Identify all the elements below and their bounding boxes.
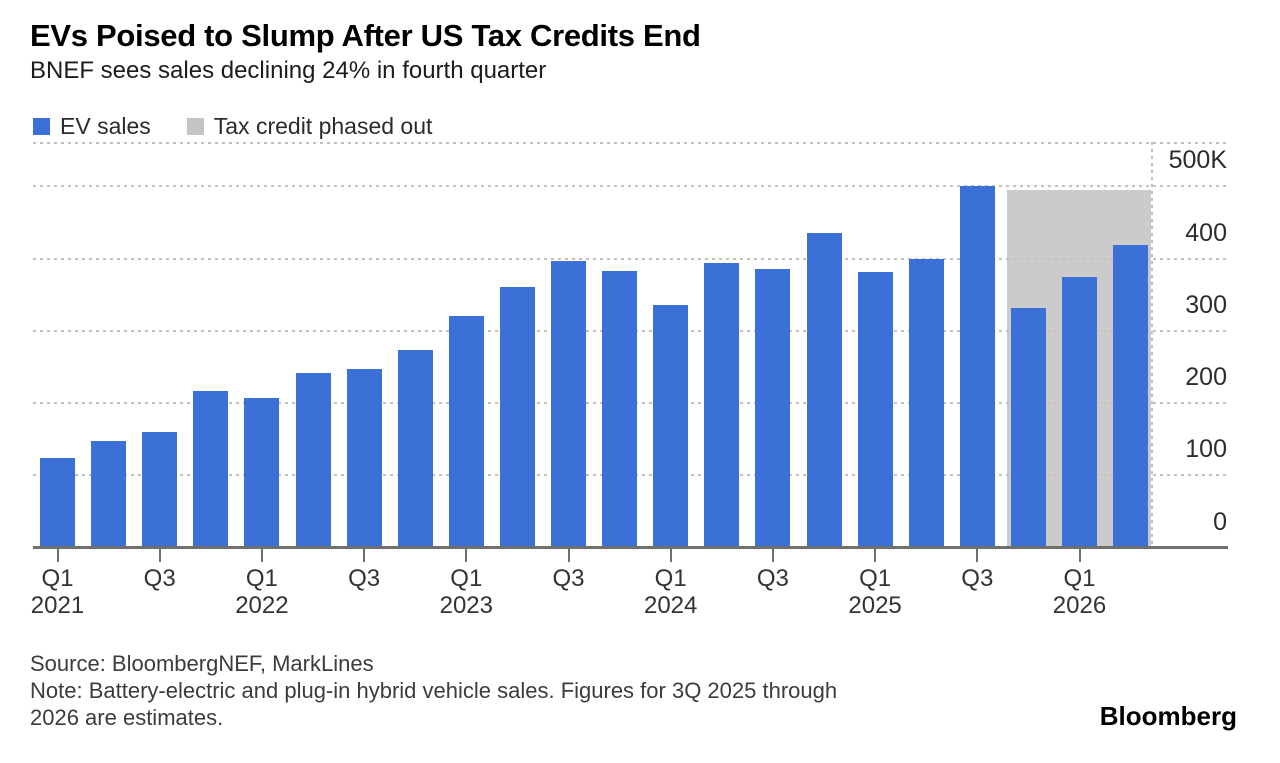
x-label-quarter-Q3: Q3 xyxy=(143,565,176,592)
chart-title: EVs Poised to Slump After US Tax Credits… xyxy=(30,18,701,53)
bar-Q3-2023 xyxy=(551,261,586,548)
x-label-quarter-Q1-2021: Q1 xyxy=(41,565,74,592)
x-label-year-2022: 2022 xyxy=(235,592,289,619)
x-tick-Q3 xyxy=(976,549,979,562)
bar-Q1-2025 xyxy=(857,271,893,548)
bar-Q2-2026 xyxy=(1113,244,1149,548)
legend-item-tax-credit: Tax credit phased out xyxy=(186,113,433,140)
x-tick-Q1-2024 xyxy=(669,549,672,562)
bar-Q2-2024 xyxy=(704,262,740,548)
x-label-quarter-Q3: Q3 xyxy=(348,565,381,592)
note-text-line1: Note: Battery-electric and plug-in hybri… xyxy=(30,678,838,703)
legend-swatch-tax-credit-icon xyxy=(186,118,204,135)
legend: EV sales Tax credit phased out xyxy=(33,113,432,140)
x-label-year-2025: 2025 xyxy=(848,592,902,619)
bar-Q2-2022 xyxy=(295,372,331,548)
x-label-quarter-Q1-2026: Q1 xyxy=(1063,565,1096,592)
bar-Q4-2023 xyxy=(602,270,638,548)
y-axis-label-300: 300 xyxy=(1185,290,1227,319)
bar-Q3-2022 xyxy=(346,369,382,548)
y-axis-label-200: 200 xyxy=(1185,363,1227,392)
y-axis-label-0: 0 xyxy=(1213,507,1227,536)
bar-Q3-2025 xyxy=(959,186,995,548)
x-tick-Q1-2022 xyxy=(260,549,263,562)
x-label-quarter-Q1-2024: Q1 xyxy=(654,565,687,592)
x-label-quarter-Q3: Q3 xyxy=(552,565,585,592)
y-axis-label-500K: 500K xyxy=(1168,146,1227,175)
x-axis-line xyxy=(33,546,1228,549)
x-tick-Q1-2021 xyxy=(56,549,59,562)
note-text-line2: 2026 are estimates. xyxy=(30,705,224,730)
bar-Q4-2024 xyxy=(806,233,842,548)
y-axis-label-100: 100 xyxy=(1185,435,1227,464)
x-tick-Q3 xyxy=(567,549,570,562)
gridline-500K xyxy=(33,185,1226,188)
bar-Q2-2025 xyxy=(908,259,944,548)
bar-Q4-2025 xyxy=(1010,308,1046,548)
bar-Q1-2023 xyxy=(448,315,484,548)
x-label-quarter-Q3: Q3 xyxy=(756,565,789,592)
x-label-quarter-Q1-2022: Q1 xyxy=(245,565,278,592)
gridline-400 xyxy=(33,257,1226,260)
x-label-quarter-Q1-2025: Q1 xyxy=(859,565,892,592)
legend-label-tax-credit: Tax credit phased out xyxy=(213,113,433,139)
x-label-year-2026: 2026 xyxy=(1052,592,1107,619)
y-axis-label-400: 400 xyxy=(1185,218,1227,247)
bar-Q2-2021 xyxy=(91,441,127,548)
bar-Q1-2024 xyxy=(653,304,689,548)
bar-Q1-2021 xyxy=(40,457,75,548)
x-label-year-2024: 2024 xyxy=(643,592,698,619)
x-tick-Q1-2026 xyxy=(1078,549,1081,562)
x-label-year-2021: 2021 xyxy=(30,592,85,619)
legend-swatch-ev-sales-icon xyxy=(33,118,50,135)
x-tick-Q1-2023 xyxy=(465,549,468,562)
x-tick-Q1-2025 xyxy=(874,549,877,562)
x-tick-Q3 xyxy=(158,549,161,562)
x-label-quarter-Q3: Q3 xyxy=(961,565,994,592)
x-tick-Q3 xyxy=(771,549,774,562)
bloomberg-logo: Bloomberg xyxy=(1099,701,1237,731)
bar-Q1-2022 xyxy=(244,397,280,548)
chart-subtitle: BNEF sees sales declining 24% in fourth … xyxy=(30,57,547,84)
bar-Q3-2024 xyxy=(755,268,791,548)
chart-frame-top-line xyxy=(33,141,1226,144)
source-text: Source: BloombergNEF, MarkLines xyxy=(30,651,374,676)
chart-frame-right-line xyxy=(1151,141,1153,547)
bar-Q4-2022 xyxy=(397,349,433,548)
x-tick-Q3 xyxy=(363,549,366,562)
legend-label-ev-sales: EV sales xyxy=(60,113,151,139)
x-label-quarter-Q1-2023: Q1 xyxy=(450,565,483,592)
bar-Q2-2023 xyxy=(499,286,535,548)
bar-Q4-2021 xyxy=(193,390,229,548)
bar-Q1-2026 xyxy=(1062,276,1097,548)
bar-Q3-2021 xyxy=(142,431,178,548)
legend-item-ev-sales: EV sales xyxy=(33,113,151,140)
x-label-year-2023: 2023 xyxy=(439,592,493,619)
